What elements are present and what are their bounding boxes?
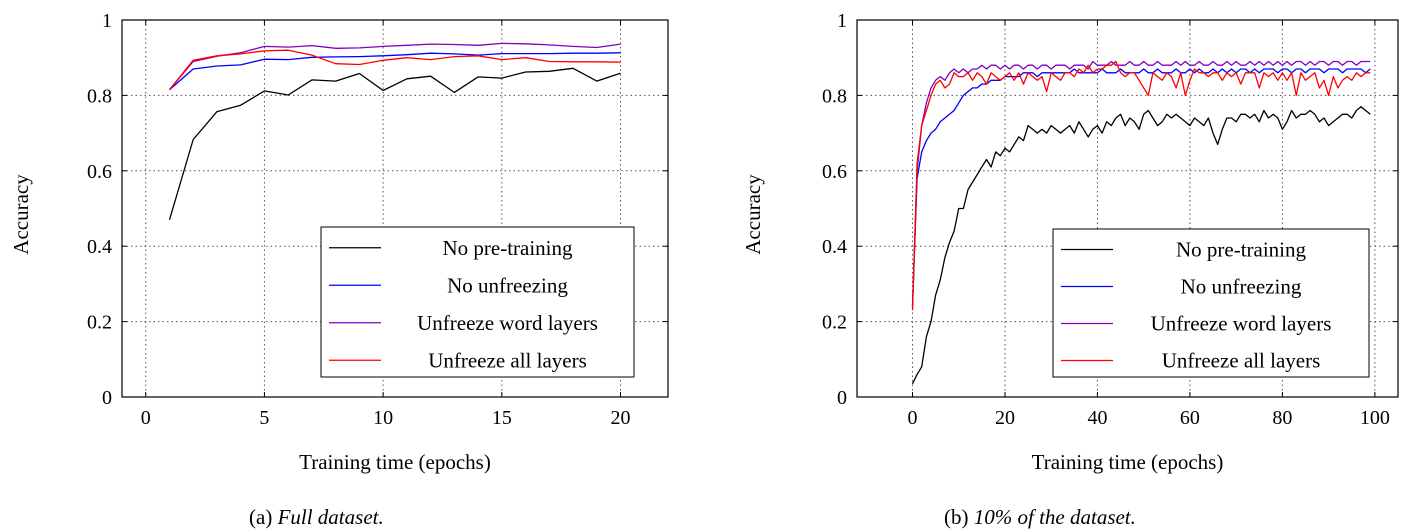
x-tick-label: 5: [259, 407, 269, 429]
y-tick-label: 0: [837, 387, 847, 409]
plot-frame: [856, 19, 1399, 398]
x-tick-label: 0: [907, 407, 917, 429]
legend-label-2: Unfreeze word layers: [417, 311, 598, 335]
caption-b-label: (b): [944, 505, 969, 529]
y-axis-title: Accuracy: [9, 174, 33, 255]
plot-frame: [121, 19, 669, 398]
caption-b-text: 10% of the dataset.: [973, 505, 1136, 529]
series-line-0: [911, 106, 1371, 385]
y-tick-label: 0.8: [87, 85, 112, 107]
x-tick-label: 60: [1180, 407, 1200, 429]
x-tick-label: 0: [141, 407, 151, 429]
x-tick-label: 40: [1087, 407, 1107, 429]
legend-label-3: Unfreeze all layers: [428, 348, 587, 372]
series-line-2: [911, 60, 1371, 307]
y-tick-label: 0.6: [87, 161, 112, 183]
caption-a: (a) Full dataset.: [249, 505, 384, 530]
legend: No pre-training No unfreezing Unfreeze wor…: [1052, 228, 1370, 378]
x-tick-label: 80: [1272, 407, 1292, 429]
y-tick-label: 0.4: [87, 236, 112, 258]
series-line-1: [169, 52, 621, 91]
y-tick-label: 0.4: [822, 236, 847, 258]
y-tick-label: 1: [102, 10, 112, 32]
legend-box: [320, 226, 635, 378]
series-line-3: [911, 60, 1371, 311]
series-line-0: [168, 67, 621, 220]
caption-b: (b) 10% of the dataset.: [944, 505, 1136, 530]
y-tick-label: 0.6: [822, 161, 847, 183]
legend-label-1: No unfreezing: [447, 273, 568, 297]
x-tick-label: 15: [492, 407, 512, 429]
chart-panel-a: 0 5 10 15 20 0 0.2 0.4 0.6 0.8 1 Training time (epo…: [9, 10, 669, 474]
series-line-1: [911, 68, 1371, 307]
x-tick-label: 10: [373, 407, 393, 429]
y-tick-label: 0.8: [822, 85, 847, 107]
caption-a-text: Full dataset.: [277, 505, 384, 529]
chart-panel-b: 0 20 40 60 80 100 0 0.2 0.4 0.6 0.8 1 Training time …: [741, 10, 1399, 474]
x-axis-title: Training time (epochs): [1032, 450, 1224, 474]
y-axis-title: Accuracy: [741, 174, 765, 255]
legend-label-0: No pre-training: [442, 236, 573, 260]
x-tick-label: 100: [1360, 407, 1390, 429]
y-tick-label: 1: [837, 10, 847, 32]
x-axis-title: Training time (epochs): [299, 450, 491, 474]
legend-label-3: Unfreeze all layers: [1162, 349, 1321, 373]
x-tick-label: 20: [611, 407, 631, 429]
y-tick-label: 0: [102, 387, 112, 409]
legend-box: [1052, 228, 1370, 378]
series-line-3: [168, 49, 621, 91]
x-tick-label: 20: [995, 407, 1015, 429]
legend: No pre-training No unfreezing Unfreeze wor…: [320, 226, 635, 378]
y-tick-label: 0.2: [822, 312, 847, 334]
legend-label-0: No pre-training: [1176, 238, 1307, 262]
series-line-2: [169, 42, 621, 91]
legend-label-2: Unfreeze word layers: [1151, 312, 1332, 336]
y-tick-label: 0.2: [87, 312, 112, 334]
caption-a-label: (a): [249, 505, 273, 529]
legend-label-1: No unfreezing: [1181, 275, 1302, 299]
